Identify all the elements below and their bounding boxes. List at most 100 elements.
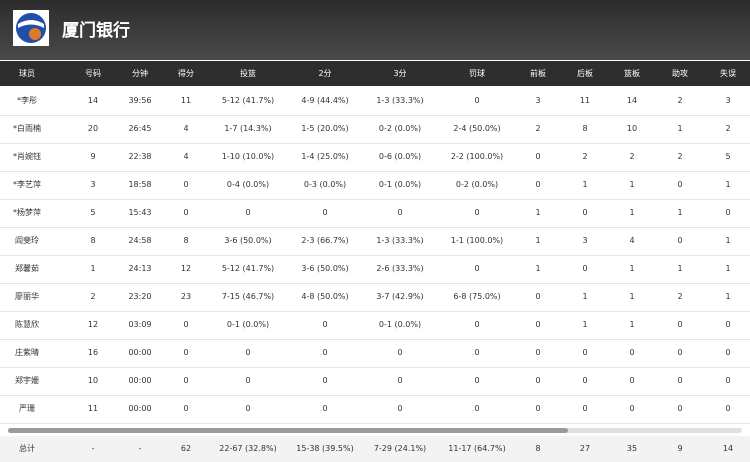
stat-cell: 35 — [626, 444, 638, 453]
stat-cell: - — [138, 444, 142, 453]
stat-cell: 0 — [183, 320, 189, 329]
stat-cell: 1 — [582, 292, 588, 301]
player-name: *李艺萍 — [13, 180, 41, 189]
stat-cell: 3-6 (50.0%) — [301, 264, 349, 273]
stat-cell: 4-8 (50.0%) — [301, 292, 349, 301]
stat-cell: 00:00 — [128, 404, 152, 413]
stat-cell: 0 — [474, 208, 480, 217]
stat-cell: 15:43 — [128, 208, 152, 217]
player-name: 严珊 — [19, 404, 35, 413]
stat-cell: 5-12 (41.7%) — [221, 96, 275, 105]
scrollbar[interactable] — [8, 428, 742, 433]
stat-cell: 0 — [535, 152, 541, 161]
stat-cell: 12 — [87, 320, 99, 329]
stat-cell: 2-6 (33.3%) — [376, 264, 424, 273]
stat-cell: 1-5 (20.0%) — [301, 124, 349, 133]
stat-cell: 失误 — [720, 69, 736, 78]
stat-cell: 1-1 (100.0%) — [450, 236, 504, 245]
stat-cell: 篮板 — [624, 69, 640, 78]
player-row: *杨梦萍 5 15:43 0 0 0 0 0 1 0 1 1 0 — [0, 199, 750, 228]
player-row: 严珊 11 00:00 0 0 0 0 0 0 0 0 0 0 — [0, 395, 750, 424]
stat-cell: 0-2 (0.0%) — [455, 180, 499, 189]
stat-cell: 1 — [677, 208, 683, 217]
stat-cell: 0 — [397, 376, 403, 385]
stat-cell: 7-15 (46.7%) — [221, 292, 275, 301]
stat-cell: 1 — [582, 320, 588, 329]
stat-cell: 0 — [183, 404, 189, 413]
stat-cell: 11 — [180, 96, 192, 105]
stat-cell: 2 — [677, 96, 683, 105]
stat-cell: 助攻 — [672, 69, 688, 78]
stat-cell: 10 — [626, 124, 638, 133]
stat-cell: 4-9 (44.4%) — [301, 96, 349, 105]
stat-cell: 23 — [180, 292, 192, 301]
stat-cell: 0 — [183, 180, 189, 189]
stat-cell: 0 — [582, 404, 588, 413]
stat-cell: 27 — [579, 444, 591, 453]
stat-cell: 0 — [183, 376, 189, 385]
stat-cell: 分钟 — [132, 69, 148, 78]
stat-cell: 2 — [629, 152, 635, 161]
stat-cell: 0 — [397, 404, 403, 413]
stat-cell: 14 — [87, 96, 99, 105]
stat-cell: 0 — [183, 348, 189, 357]
stat-cell: 0 — [725, 404, 731, 413]
team-logo — [13, 10, 49, 46]
player-name: 总计 — [19, 444, 35, 453]
stat-cell: 1 — [677, 124, 683, 133]
stat-cell: 24:58 — [128, 236, 152, 245]
player-row: 庄紫晴 16 00:00 0 0 0 0 0 0 0 0 0 0 — [0, 339, 750, 368]
stat-cell: 10 — [87, 376, 99, 385]
stat-cell: 2 — [677, 292, 683, 301]
stat-cell: 2 — [582, 152, 588, 161]
stat-cell: 2-4 (50.0%) — [453, 124, 501, 133]
stat-cell: 22:38 — [128, 152, 152, 161]
stat-cell: 2-3 (66.7%) — [301, 236, 349, 245]
player-row: 阎斐玲 8 24:58 8 3-6 (50.0%) 2-3 (66.7%) 1-3 (33.… — [0, 227, 750, 256]
stat-cell: 62 — [180, 444, 192, 453]
stat-cell: 0 — [245, 208, 251, 217]
stat-cell: 2 — [535, 124, 541, 133]
stat-cell: 0 — [535, 180, 541, 189]
stat-cell: 1 — [629, 264, 635, 273]
stat-cell: 2分 — [318, 69, 332, 78]
player-name: *肖婉钰 — [13, 152, 41, 161]
stat-cell: 12 — [180, 264, 192, 273]
stat-cell: 3 — [725, 96, 731, 105]
stat-cell: 2-2 (100.0%) — [450, 152, 504, 161]
stat-cell: 0 — [725, 320, 731, 329]
stat-cell: 1 — [535, 236, 541, 245]
stat-cell: 3-7 (42.9%) — [376, 292, 424, 301]
stat-cell: 1 — [725, 180, 731, 189]
stat-cell: 0 — [474, 376, 480, 385]
stat-cell: 后板 — [577, 69, 593, 78]
stat-cell: 5 — [725, 152, 731, 161]
stat-cell: 5-12 (41.7%) — [221, 264, 275, 273]
stat-cell: 0 — [725, 376, 731, 385]
stat-cell: 15-38 (39.5%) — [296, 444, 354, 453]
player-name: 球员 — [19, 69, 35, 78]
stat-cell: 1-3 (33.3%) — [376, 236, 424, 245]
stat-cell: 3 — [535, 96, 541, 105]
stat-cell: 0 — [322, 404, 328, 413]
player-name: 陈慧欣 — [15, 320, 39, 329]
stat-cell: 1 — [90, 264, 96, 273]
stat-cell: 18:58 — [128, 180, 152, 189]
player-name: *杨梦萍 — [13, 208, 41, 217]
stat-cell: 1-4 (25.0%) — [301, 152, 349, 161]
stat-cell: 0-6 (0.0%) — [378, 152, 422, 161]
stat-cell: 0-1 (0.0%) — [378, 320, 422, 329]
stat-cell: 0 — [677, 180, 683, 189]
player-name: 阎斐玲 — [15, 236, 39, 245]
stat-cell: 16 — [87, 348, 99, 357]
stat-cell: 1 — [629, 292, 635, 301]
stat-cell: 0 — [582, 376, 588, 385]
stat-cell: 0 — [677, 376, 683, 385]
stat-cell: 1 — [535, 264, 541, 273]
stat-cell: 8 — [535, 444, 541, 453]
player-row: *肖婉钰 9 22:38 4 1-10 (10.0%) 1-4 (25.0%) 0-6 (0… — [0, 143, 750, 172]
stat-cell: 2 — [677, 152, 683, 161]
scroll-thumb[interactable] — [8, 428, 568, 433]
stat-cell: 0 — [535, 292, 541, 301]
stat-cell: 0 — [322, 376, 328, 385]
